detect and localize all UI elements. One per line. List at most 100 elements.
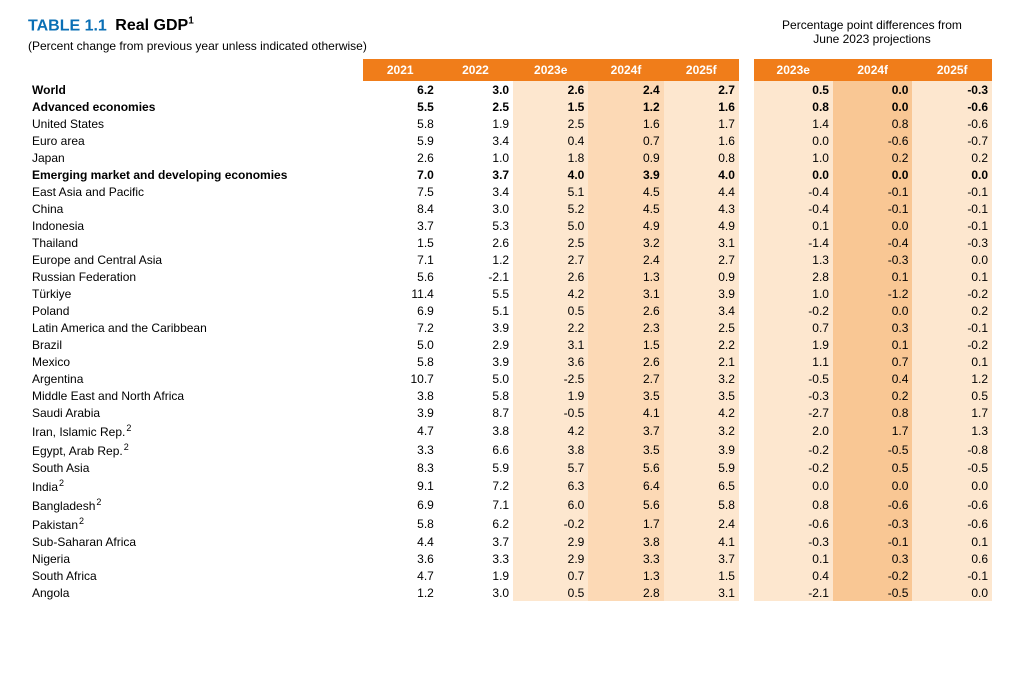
table-row: Nigeria3.63.32.93.33.70.10.30.6 [28,550,992,567]
gap-cell [739,440,754,459]
row-label: Euro area [28,132,363,149]
value-cell: 6.3 [513,476,588,495]
col-2022: 2022 [438,59,513,81]
diff-cell: -0.5 [833,440,912,459]
diff-cell: -0.4 [833,234,912,251]
value-cell: 8.4 [363,200,438,217]
diff-cell: -0.1 [912,217,992,234]
diff-cell: 0.0 [833,81,912,98]
col-2021: 2021 [363,59,438,81]
table-header-block: TABLE 1.1 Real GDP1 (Percent change from… [28,16,992,53]
value-cell: 6.0 [513,495,588,514]
diff-cell: -0.6 [754,514,833,533]
value-cell: 1.9 [438,567,513,584]
table-row: Angola1.23.00.52.83.1-2.1-0.50.0 [28,584,992,601]
value-cell: 6.2 [363,81,438,98]
row-label: Bangladesh2 [28,495,363,514]
row-label: Saudi Arabia [28,404,363,421]
value-cell: 8.7 [438,404,513,421]
value-cell: 3.2 [664,421,739,440]
diff-cell: -0.6 [912,514,992,533]
col-2025f: 2025f [664,59,739,81]
value-cell: 5.8 [664,495,739,514]
value-cell: 1.6 [588,115,663,132]
value-cell: 5.8 [438,387,513,404]
diff-cell: 0.1 [754,550,833,567]
table-body: World6.23.02.62.42.70.50.0-0.3Advanced e… [28,81,992,601]
value-cell: 1.6 [664,132,739,149]
value-cell: 2.5 [664,319,739,336]
page: TABLE 1.1 Real GDP1 (Percent change from… [0,0,1020,680]
diff-cell: 0.2 [833,387,912,404]
diff-cell: 0.8 [754,495,833,514]
table-name: Real GDP1 [115,17,193,34]
diff-cell: -0.6 [833,495,912,514]
row-label: India2 [28,476,363,495]
value-cell: 3.0 [438,584,513,601]
value-cell: 5.8 [363,353,438,370]
value-cell: 4.1 [588,404,663,421]
diff-cell: -0.2 [833,567,912,584]
value-cell: 4.4 [664,183,739,200]
gap-cell [739,268,754,285]
value-cell: 3.5 [588,387,663,404]
value-cell: 3.4 [438,132,513,149]
value-cell: 10.7 [363,370,438,387]
value-cell: 3.9 [438,319,513,336]
footnote-marker: 2 [59,478,64,488]
row-label: Nigeria [28,550,363,567]
diff-cell: 0.7 [833,353,912,370]
row-label: East Asia and Pacific [28,183,363,200]
value-cell: 4.5 [588,183,663,200]
diff-cell: -0.3 [754,533,833,550]
diff-cell: -0.3 [754,387,833,404]
value-cell: 1.2 [363,584,438,601]
value-cell: 1.2 [588,98,663,115]
value-cell: 3.0 [438,81,513,98]
value-cell: 3.8 [438,421,513,440]
gap-cell [739,459,754,476]
diff-cell: -0.3 [833,251,912,268]
value-cell: 2.7 [588,370,663,387]
table-row: Poland6.95.10.52.63.4-0.20.00.2 [28,302,992,319]
value-cell: 5.9 [664,459,739,476]
diff-cell: 0.1 [912,268,992,285]
row-label: South Asia [28,459,363,476]
diff-cell: -0.4 [754,200,833,217]
gap-cell [739,200,754,217]
value-cell: 6.5 [664,476,739,495]
table-row: Mexico5.83.93.62.62.11.10.70.1 [28,353,992,370]
value-cell: 3.9 [363,404,438,421]
diff-cell: 0.0 [912,476,992,495]
value-cell: 2.2 [664,336,739,353]
value-cell: 3.9 [664,440,739,459]
difference-note: Percentage point differences from June 2… [752,18,992,47]
value-cell: 3.2 [588,234,663,251]
value-cell: 5.5 [363,98,438,115]
value-cell: 5.1 [438,302,513,319]
value-cell: 3.7 [363,217,438,234]
row-label: Indonesia [28,217,363,234]
table-row: Latin America and the Caribbean7.23.92.2… [28,319,992,336]
value-cell: 2.5 [513,115,588,132]
value-cell: 3.2 [664,370,739,387]
diff-cell: 0.4 [754,567,833,584]
diff-cell: 0.0 [833,302,912,319]
value-cell: 2.5 [513,234,588,251]
table-row: Advanced economies5.52.51.51.21.60.80.0-… [28,98,992,115]
diff-cell: -0.2 [754,440,833,459]
value-cell: 1.9 [513,387,588,404]
value-cell: 3.6 [513,353,588,370]
diff-cell: 0.2 [912,149,992,166]
gap-cell [739,183,754,200]
diff-cell: 0.7 [754,319,833,336]
diff-cell: 0.0 [754,166,833,183]
value-cell: 4.0 [664,166,739,183]
diff-cell: -2.1 [754,584,833,601]
value-cell: -0.5 [513,404,588,421]
value-cell: 7.2 [438,476,513,495]
table-row: Euro area5.93.40.40.71.60.0-0.6-0.7 [28,132,992,149]
value-cell: 3.9 [588,166,663,183]
row-label: Poland [28,302,363,319]
gap-cell [739,370,754,387]
